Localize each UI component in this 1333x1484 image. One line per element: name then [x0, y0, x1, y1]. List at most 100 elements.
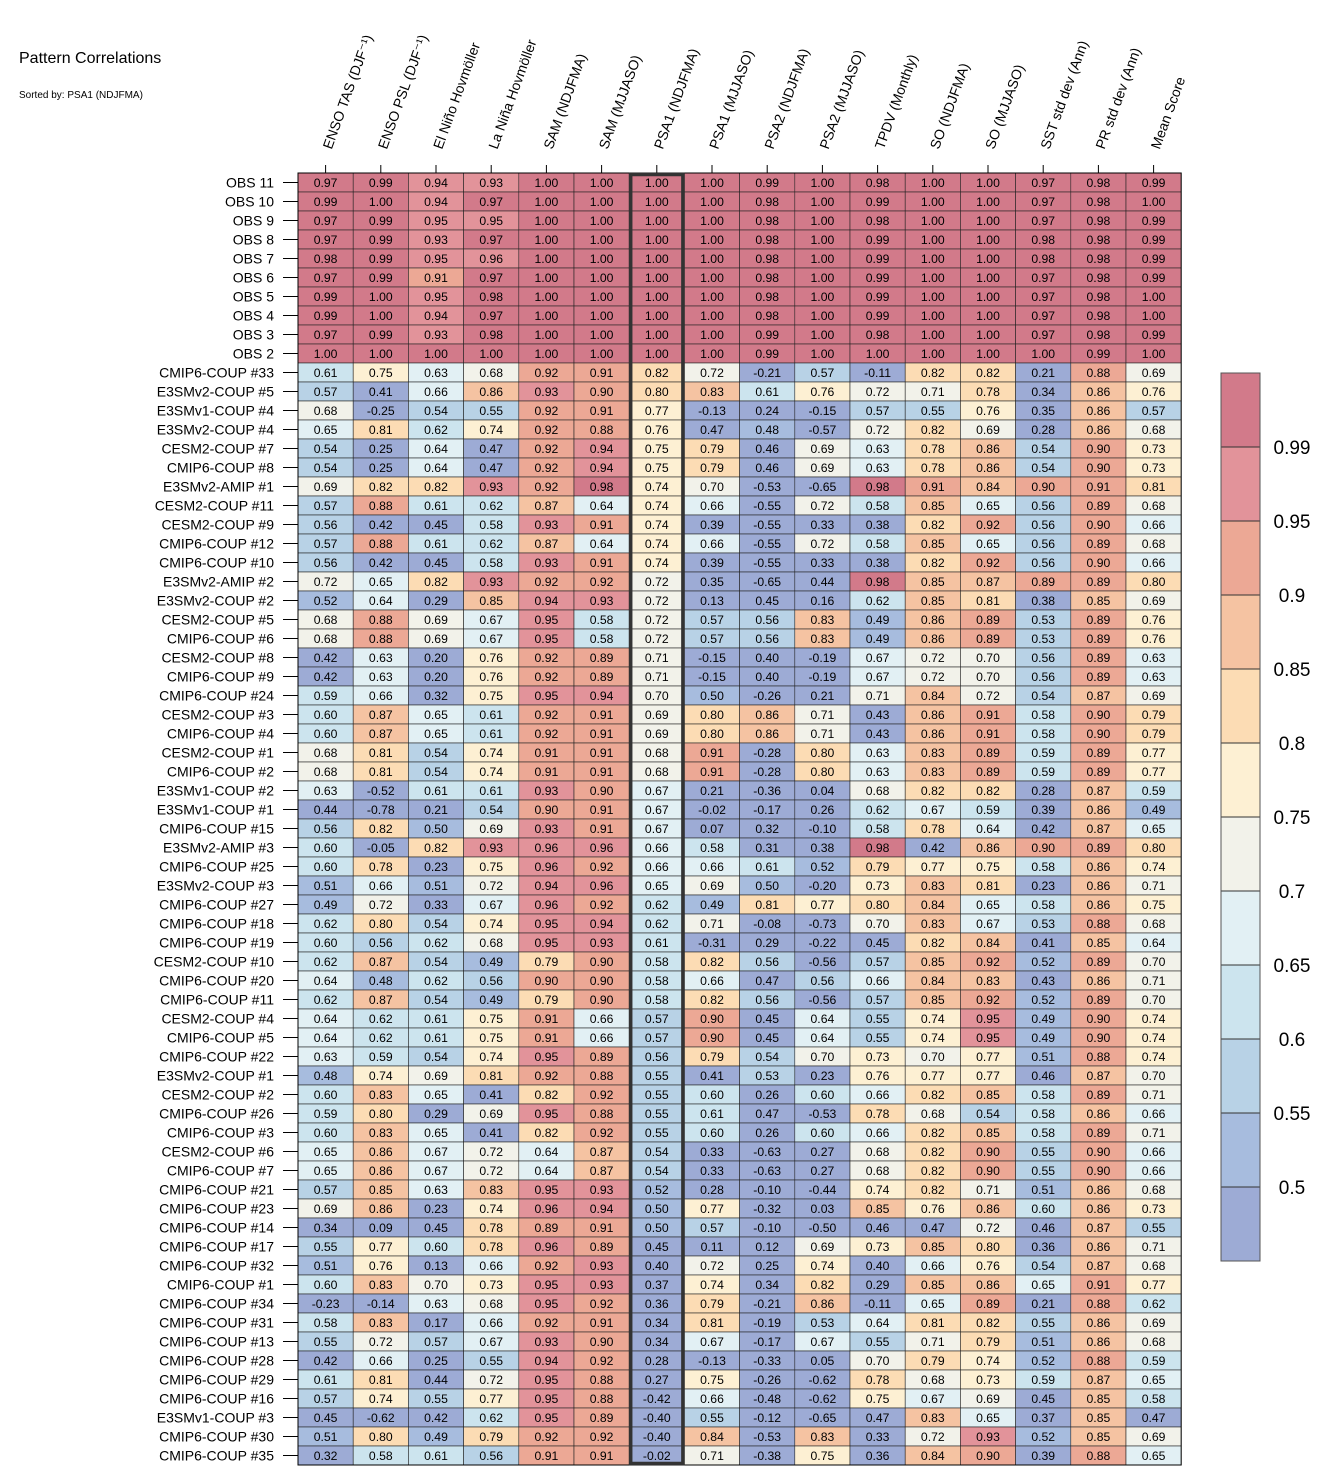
cell-value: 0.57	[866, 955, 890, 969]
cell-value: 0.25	[755, 1259, 779, 1273]
cell-value: 0.91	[535, 765, 559, 779]
row-label: CMIP6-COUP #4	[167, 726, 274, 742]
cell-value: 0.97	[479, 233, 503, 247]
cell-value: 0.91	[700, 765, 724, 779]
cell-value: 0.52	[1031, 1430, 1055, 1444]
cell-value: 0.66	[590, 1012, 614, 1026]
cell-value: 0.56	[755, 613, 779, 627]
cell-value: 0.63	[866, 461, 890, 475]
cell-value: 0.64	[314, 974, 338, 988]
cell-value: 0.89	[976, 632, 1000, 646]
cell-value: 0.52	[645, 1183, 669, 1197]
cell-value: 0.98	[1031, 252, 1055, 266]
cell-value: 0.64	[1142, 936, 1166, 950]
colorbar-segment	[1221, 373, 1260, 447]
colorbar-label: 0.8	[1279, 734, 1305, 755]
cell-value: 0.86	[479, 385, 503, 399]
cell-value: 0.74	[976, 1354, 1000, 1368]
row-label: E3SMv1-COUP #2	[157, 783, 274, 799]
cell-value: 0.79	[921, 1354, 945, 1368]
cell-value: 0.65	[976, 499, 1000, 513]
colorbar-segment	[1221, 595, 1260, 669]
cell-value: 0.45	[424, 1221, 448, 1235]
cell-value: 0.94	[590, 461, 614, 475]
cell-value: -0.63	[753, 1145, 781, 1159]
cell-value: 0.42	[424, 1411, 448, 1425]
row-label: OBS 2	[233, 346, 274, 362]
row-label: CMIP6-COUP #22	[159, 1049, 274, 1065]
cell-value: 0.69	[424, 632, 448, 646]
row-label: OBS 11	[226, 175, 274, 191]
cell-value: 0.89	[1087, 632, 1111, 646]
cell-value: 0.55	[700, 1411, 724, 1425]
cell-value: 0.84	[976, 936, 1000, 950]
cell-value: 0.64	[590, 537, 614, 551]
cell-value: 0.72	[811, 499, 835, 513]
cell-value: 0.92	[535, 651, 559, 665]
cell-value: 1.00	[976, 271, 1000, 285]
cell-value: 0.67	[866, 651, 890, 665]
cell-value: -0.23	[312, 1297, 340, 1311]
cell-value: 0.23	[1031, 879, 1055, 893]
cell-value: 0.86	[1087, 898, 1111, 912]
cell-value: 0.85	[921, 1240, 945, 1254]
row-label: CMIP6-COUP #16	[159, 1391, 274, 1407]
cell-value: 0.52	[1031, 993, 1055, 1007]
cell-value: 0.66	[700, 499, 724, 513]
cell-value: 0.81	[369, 1373, 393, 1387]
cell-value: -0.26	[753, 689, 781, 703]
cell-value: 0.87	[1087, 1069, 1111, 1083]
cell-value: 0.92	[535, 1430, 559, 1444]
cell-value: 0.70	[866, 1354, 890, 1368]
cell-value: 0.25	[369, 442, 393, 456]
cell-value: -0.22	[809, 936, 837, 950]
row-label: CMIP6-COUP #25	[159, 859, 274, 875]
cell-value: -0.42	[643, 1392, 671, 1406]
cell-value: 0.45	[424, 556, 448, 570]
cell-value: 0.58	[866, 537, 890, 551]
cell-value: 0.65	[424, 1088, 448, 1102]
cell-value: 1.00	[811, 195, 835, 209]
cell-value: 0.82	[976, 366, 1000, 380]
cell-value: 0.46	[1031, 1221, 1055, 1235]
cell-value: 0.37	[1031, 1411, 1055, 1425]
row-label: CMIP6-COUP #17	[159, 1239, 274, 1255]
cell-value: 0.51	[1031, 1183, 1055, 1197]
cell-value: 0.36	[866, 1449, 890, 1463]
row-label: E3SMv1-COUP #1	[157, 802, 274, 818]
cell-value: 0.70	[1142, 1069, 1166, 1083]
highlight-column-box	[628, 172, 685, 1466]
cell-value: 0.47	[1142, 1411, 1166, 1425]
colorbar-label: 0.6	[1279, 1030, 1305, 1051]
cell-value: 0.98	[866, 480, 890, 494]
cell-value: 0.77	[921, 860, 945, 874]
cell-value: 0.85	[921, 499, 945, 513]
colorbar-segment	[1221, 965, 1260, 1039]
cell-value: 0.54	[1031, 689, 1055, 703]
cell-value: 0.86	[1087, 1335, 1111, 1349]
row-label: CMIP6-COUP #12	[159, 536, 274, 552]
cell-value: 0.54	[314, 461, 338, 475]
cell-value: 0.49	[1031, 1012, 1055, 1026]
cell-value: 0.45	[755, 1031, 779, 1045]
cell-value: 0.42	[314, 1354, 338, 1368]
cell-value: 0.61	[314, 1373, 338, 1387]
cell-value: 0.88	[590, 1069, 614, 1083]
row-label: E3SMv1-COUP #4	[157, 403, 274, 419]
cell-value: 0.92	[590, 1297, 614, 1311]
cell-value: 0.51	[314, 1430, 338, 1444]
cell-value: 0.63	[314, 1050, 338, 1064]
cell-value: -0.56	[809, 955, 837, 969]
cell-value: 0.95	[535, 1278, 559, 1292]
cell-value: 0.90	[1087, 518, 1111, 532]
cell-value: 0.93	[424, 233, 448, 247]
cell-value: 0.59	[1031, 765, 1055, 779]
cell-value: 0.79	[700, 442, 724, 456]
cell-value: 0.75	[479, 689, 503, 703]
cell-value: -0.53	[809, 1107, 837, 1121]
cell-value: 0.83	[976, 974, 1000, 988]
cell-value: 1.00	[1142, 347, 1166, 361]
cell-value: 0.48	[755, 423, 779, 437]
cell-value: 0.85	[921, 1278, 945, 1292]
cell-value: 0.89	[976, 746, 1000, 760]
